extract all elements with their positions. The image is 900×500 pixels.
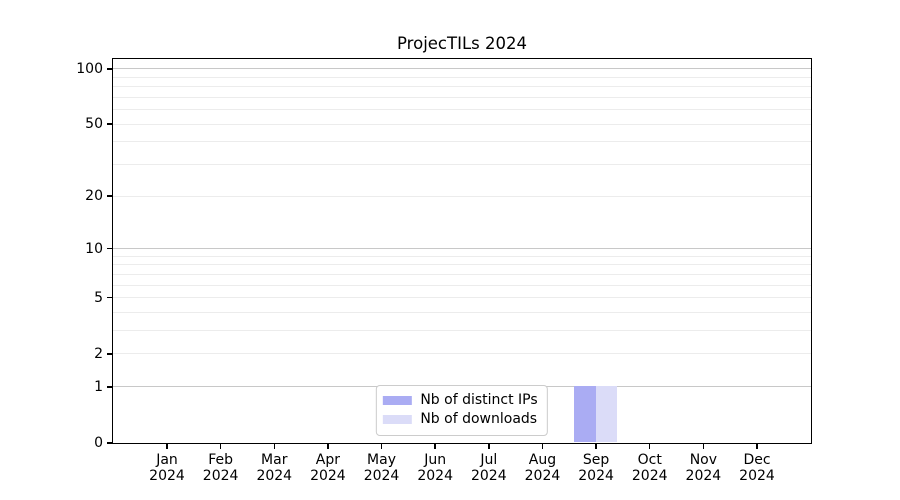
x-tick-label: Apr 2024 [293,452,363,484]
x-tick-label-line: Apr [315,452,341,468]
x-tick-label: Jan 2024 [132,452,202,484]
y-tick-mark [107,195,113,197]
distinct-ips-swatch [382,395,412,405]
x-tick-mark [756,443,758,449]
minor-gridline [112,330,811,332]
x-tick-mark [488,443,490,449]
legend-item-downloads: Nb of downloads [382,410,537,429]
x-tick-label-line: 2024 [524,468,561,484]
minor-gridline [112,353,811,355]
x-tick-label-line: 2024 [578,468,614,484]
x-tick-label-line: Mar [261,452,288,468]
y-tick-label: 20 [85,188,103,205]
minor-gridline [112,195,811,197]
minor-gridline [112,123,811,125]
minor-gridline [112,284,811,286]
minor-gridline [112,264,811,266]
x-tick-label-line: 2024 [631,468,668,484]
major-gridline [112,68,811,70]
bar-nb-of-distinct-ips [574,386,596,443]
x-tick-mark [273,443,276,449]
minor-gridline [112,273,811,275]
x-tick-label: Nov 2024 [668,452,738,484]
x-tick-label-line: Jun [424,452,447,468]
x-tick-label-line: 2024 [417,468,453,484]
legend-label: Nb of downloads [420,411,538,427]
legend-label: Nb of distinct IPs [420,392,538,408]
minor-gridline [112,255,811,257]
x-tick-label: Feb 2024 [186,452,256,484]
x-tick-mark [219,443,222,449]
legend-item-distinct-ips: Nb of distinct IPs [382,391,538,410]
x-tick-label-line: Jul [480,452,498,468]
y-tick-mark [107,247,113,250]
x-tick-label: Aug 2024 [507,452,577,484]
x-tick-label-line: Feb [208,452,234,468]
x-tick-label-line: 2024 [310,468,346,484]
x-tick-label: Oct 2024 [615,452,685,484]
minor-gridline [112,297,811,299]
x-tick-label: Mar 2024 [239,452,309,484]
x-tick-label-line: 2024 [202,468,239,484]
y-tick-label: 1 [94,378,103,395]
major-gridline [112,248,811,250]
x-tick-label-line: Nov [689,452,718,468]
x-tick-mark [434,443,436,449]
y-tick-label: 0 [94,435,103,451]
y-tick-label: 2 [94,345,103,362]
minor-gridline [112,312,811,313]
x-tick-label-line: 2024 [363,468,400,484]
x-tick-label-line: 2024 [149,468,185,484]
minor-gridline [112,141,811,143]
y-tick-mark [107,123,113,125]
x-tick-mark [595,443,597,449]
bar-nb-of-downloads [595,386,618,443]
x-tick-mark [380,443,383,449]
x-tick-label-line: Jan [156,452,178,468]
y-tick-mark [107,296,113,299]
y-tick-mark [107,386,113,388]
x-tick-label-line: 2024 [256,468,293,484]
legend: Nb of distinct IPs Nb of downloads [375,384,548,436]
y-tick-label: 10 [85,240,103,257]
minor-gridline [112,164,811,166]
x-tick-label-line: Dec [743,452,771,468]
x-tick-label-line: 2024 [685,468,722,484]
x-tick-label-line: Oct [637,452,662,468]
downloads-swatch [382,414,412,424]
minor-gridline [112,76,811,78]
x-tick-mark [702,443,705,449]
x-tick-mark [648,443,651,449]
chart-title: ProjecTILs 2024 [397,34,527,53]
x-tick-label-line: May [367,452,396,468]
minor-gridline [112,96,811,98]
x-tick-label: Jul 2024 [454,452,524,484]
x-tick-label-line: Sep [582,452,610,468]
y-tick-label: 50 [85,116,103,133]
x-tick-label: May 2024 [347,452,417,484]
x-tick-label-line: 2024 [739,468,775,484]
y-tick-label: 5 [94,289,103,306]
x-tick-mark [327,443,329,449]
y-tick-mark [107,353,113,355]
minor-gridline [112,86,811,88]
x-tick-mark [166,443,168,449]
y-tick-mark [107,442,113,444]
y-tick-label: 100 [76,60,103,77]
x-tick-label: Sep 2024 [561,452,631,484]
x-tick-label: Jun 2024 [400,452,470,484]
x-tick-label-line: 2024 [470,468,507,484]
x-tick-label-line: Aug [528,452,557,468]
x-tick-label: Dec 2024 [722,452,792,484]
x-tick-mark [541,443,544,449]
minor-gridline [112,109,811,111]
plot-area: Nb of distinct IPs Nb of downloads [111,57,812,444]
y-tick-mark [107,68,113,70]
